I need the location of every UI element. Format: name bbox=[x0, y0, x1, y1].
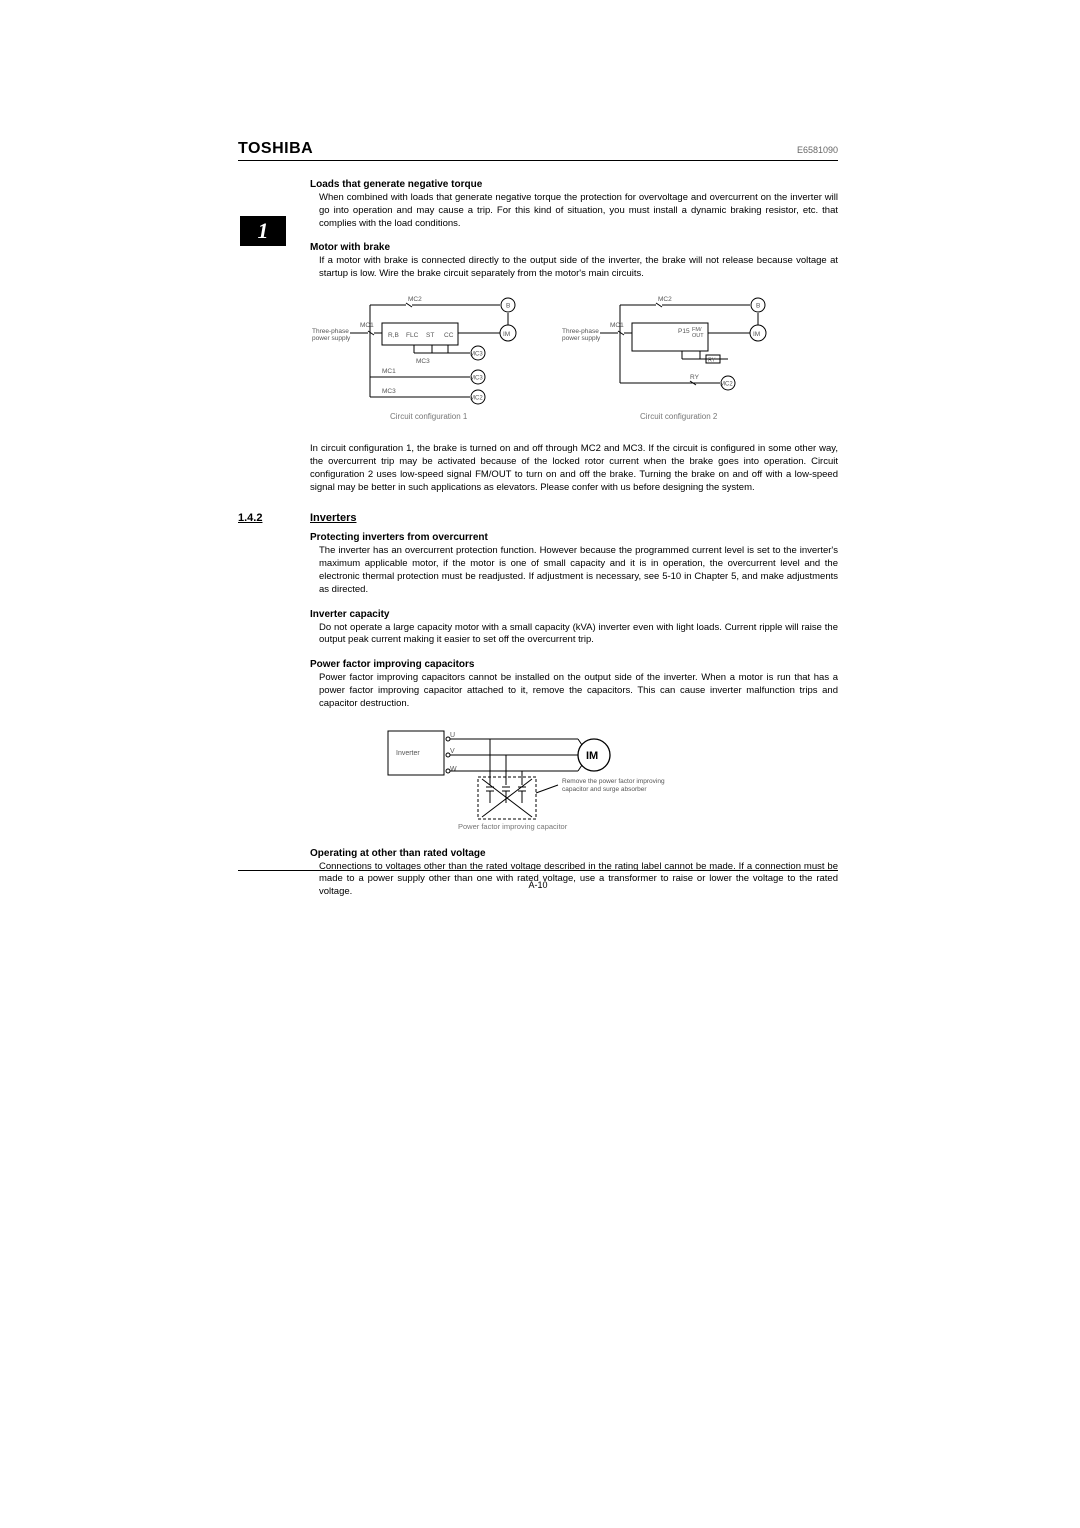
label-fmout-r2: OUT bbox=[692, 333, 704, 339]
section-142-row: 1.4.2 Inverters bbox=[238, 512, 838, 524]
label-mc1-l: MC1 bbox=[360, 322, 374, 329]
body-capacity: Do not operate a large capacity motor wi… bbox=[319, 622, 838, 648]
label-im-r: IM bbox=[753, 331, 760, 338]
label-b-l: B bbox=[506, 303, 510, 310]
section-motor-brake: Motor with brake If a motor with brake i… bbox=[310, 242, 838, 281]
label-power-r: Three-phase bbox=[562, 328, 599, 335]
label-v: V bbox=[450, 748, 455, 755]
label-ry-r2: RY bbox=[690, 374, 700, 381]
diagram-pfc: Inverter U V W IM bbox=[378, 723, 838, 838]
label-flc-l: FLC bbox=[406, 332, 419, 339]
label-power-r2: power supply bbox=[562, 335, 601, 342]
note-line2: capacitor and surge absorber bbox=[562, 786, 647, 793]
label-inverter: Inverter bbox=[396, 750, 420, 757]
caption-cfg2: Circuit configuration 2 bbox=[640, 412, 718, 421]
section-voltage: Operating at other than rated voltage Co… bbox=[310, 848, 838, 899]
after-diagram1-text: In circuit configuration 1, the brake is… bbox=[310, 443, 838, 494]
label-mc2-l3: MC2 bbox=[470, 396, 483, 402]
label-ry-r: RY bbox=[708, 358, 716, 364]
caption-pfc: Power factor improving capacitor bbox=[458, 822, 568, 831]
doc-reference: E6581090 bbox=[797, 145, 838, 155]
footer-rule bbox=[238, 870, 838, 871]
section-negative-torque: Loads that generate negative torque When… bbox=[310, 179, 838, 230]
subhead-voltage: Operating at other than rated voltage bbox=[310, 848, 838, 859]
label-mc3-l1: MC3 bbox=[470, 352, 483, 358]
label-rlb-l: R,B bbox=[388, 332, 399, 339]
label-w: W bbox=[450, 766, 457, 773]
label-mc1-r: MC1 bbox=[610, 322, 624, 329]
body-protecting: The inverter has an overcurrent protecti… bbox=[319, 545, 838, 596]
label-st-l: ST bbox=[426, 332, 434, 339]
subhead-motor-brake: Motor with brake bbox=[310, 242, 838, 253]
label-im2: IM bbox=[586, 750, 598, 762]
page: TOSHIBA E6581090 Loads that generate neg… bbox=[0, 0, 1080, 1528]
caption-cfg1: Circuit configuration 1 bbox=[390, 412, 468, 421]
section-pfc: Power factor improving capacitors Power … bbox=[310, 659, 838, 710]
label-mc3-sub: MC3 bbox=[416, 358, 430, 365]
label-power-l2: power supply bbox=[312, 335, 351, 342]
label-mc2-l: MC2 bbox=[408, 296, 422, 303]
subhead-pfc: Power factor improving capacitors bbox=[310, 659, 838, 670]
label-power-l: Three-phase bbox=[312, 328, 349, 335]
subhead-protecting: Protecting inverters from overcurrent bbox=[310, 532, 838, 543]
section-num-142: 1.4.2 bbox=[238, 512, 310, 524]
label-b-r: B bbox=[756, 303, 760, 310]
subhead-negative-torque: Loads that generate negative torque bbox=[310, 179, 838, 190]
page-header: TOSHIBA E6581090 bbox=[238, 140, 838, 161]
label-im-l: IM bbox=[503, 331, 510, 338]
section-title-142: Inverters bbox=[310, 512, 356, 524]
section-protecting: Protecting inverters from overcurrent Th… bbox=[310, 532, 838, 596]
subhead-capacity: Inverter capacity bbox=[310, 609, 838, 620]
chapter-badge: 1 bbox=[240, 216, 286, 246]
content-area: TOSHIBA E6581090 Loads that generate neg… bbox=[238, 140, 838, 911]
label-mc3-l3: MC3 bbox=[382, 388, 396, 395]
diagram-circuit-configs: MC2 B MC1 Three-phase power supply bbox=[310, 293, 838, 433]
label-p15-r: P15 bbox=[678, 328, 690, 335]
label-mc2-r2: MC2 bbox=[720, 382, 733, 388]
brand-logo: TOSHIBA bbox=[238, 140, 313, 158]
circuit-svg: MC2 B MC1 Three-phase power supply bbox=[310, 293, 790, 428]
body-afterdia1: In circuit configuration 1, the brake is… bbox=[310, 443, 838, 494]
body-pfc: Power factor improving capacitors cannot… bbox=[319, 672, 838, 710]
label-mc1-l2: MC1 bbox=[382, 368, 396, 375]
section-capacity: Inverter capacity Do not operate a large… bbox=[310, 609, 838, 648]
label-u: U bbox=[450, 732, 455, 739]
body-motor-brake: If a motor with brake is connected direc… bbox=[319, 255, 838, 281]
label-cc-l: CC bbox=[444, 332, 454, 339]
label-mc3-l2: MC3 bbox=[470, 376, 483, 382]
note-line1: Remove the power factor improving bbox=[562, 778, 665, 785]
pfc-svg: Inverter U V W IM bbox=[378, 723, 738, 833]
body-negative-torque: When combined with loads that generate n… bbox=[319, 192, 838, 230]
page-number: A-10 bbox=[238, 880, 838, 890]
label-mc2-r: MC2 bbox=[658, 296, 672, 303]
